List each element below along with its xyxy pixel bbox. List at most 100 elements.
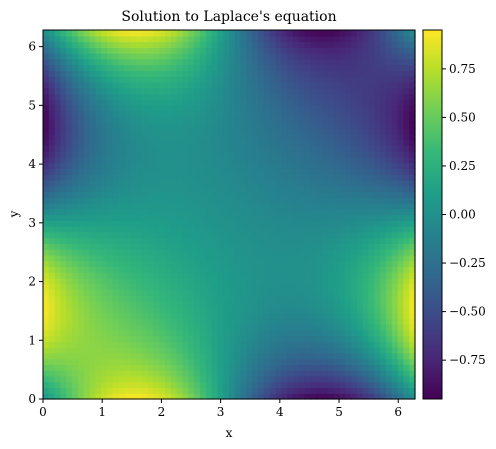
heatmap-cell: [147, 358, 155, 366]
heatmap-cell: [136, 283, 143, 291]
heatmap-cell: [106, 352, 114, 360]
heatmap-cell: [89, 93, 96, 100]
heatmap-cell: [333, 341, 341, 348]
heatmap-cell: [48, 226, 56, 233]
heatmap-cell: [304, 93, 311, 100]
heatmap-cell: [316, 393, 323, 400]
heatmap-cell: [159, 226, 166, 233]
heatmap-cell: [159, 151, 166, 158]
heatmap-cell: [66, 352, 73, 360]
heatmap-cell: [211, 116, 218, 123]
heatmap-cell: [141, 208, 149, 216]
heatmap-cell: [263, 99, 271, 106]
heatmap-cell: [281, 156, 288, 164]
heatmap-cell: [322, 116, 329, 123]
heatmap-cell: [223, 347, 230, 354]
heatmap-cell: [106, 295, 114, 302]
heatmap-cell: [89, 329, 96, 337]
heatmap-cell: [188, 375, 195, 383]
heatmap-cell: [281, 168, 288, 175]
heatmap-cell: [316, 93, 323, 100]
heatmap-cell: [356, 266, 364, 273]
heatmap-cell: [316, 122, 323, 129]
heatmap-cell: [199, 300, 207, 308]
heatmap-cell: [112, 76, 120, 83]
heatmap-cell: [374, 358, 381, 366]
heatmap-cell: [333, 76, 341, 83]
heatmap-cell: [95, 87, 102, 95]
heatmap-cell: [380, 191, 387, 198]
heatmap-cell: [281, 104, 288, 112]
heatmap-cell: [188, 47, 195, 54]
heatmap-cell: [409, 324, 416, 331]
heatmap-cell: [310, 375, 317, 383]
heatmap-cell: [43, 76, 50, 83]
heatmap-cell: [356, 156, 364, 164]
heatmap-cell: [72, 312, 79, 319]
heatmap-cell: [118, 81, 125, 89]
heatmap-cell: [89, 151, 96, 158]
heatmap-cell: [263, 370, 271, 377]
heatmap-cell: [211, 352, 218, 360]
heatmap-cell: [77, 81, 85, 89]
heatmap-cell: [356, 122, 364, 129]
heatmap-cell: [240, 318, 248, 325]
heatmap-cell: [170, 70, 178, 77]
heatmap-cell: [362, 381, 370, 389]
heatmap-cell: [223, 335, 230, 342]
heatmap-cell: [356, 58, 364, 66]
heatmap-cell: [380, 41, 387, 48]
heatmap-cell: [170, 30, 178, 37]
heatmap-cell: [217, 300, 224, 308]
heatmap-cell: [333, 243, 341, 250]
heatmap-cell: [409, 335, 416, 342]
heatmap-cell: [83, 104, 91, 112]
heatmap-cell: [95, 352, 102, 360]
heatmap-cell: [217, 220, 224, 227]
heatmap-cell: [292, 53, 300, 60]
heatmap-cell: [205, 110, 213, 118]
heatmap-cell: [258, 30, 265, 37]
heatmap-cell: [48, 93, 56, 100]
heatmap-cell: [362, 254, 370, 262]
heatmap-cell: [205, 272, 213, 279]
heatmap-cell: [351, 220, 358, 227]
heatmap-cell: [43, 370, 50, 377]
heatmap-cell: [327, 393, 335, 400]
heatmap-cell: [101, 335, 108, 342]
heatmap-cell: [327, 289, 335, 296]
heatmap-cell: [89, 145, 96, 152]
heatmap-cell: [136, 231, 143, 239]
heatmap-cell: [234, 41, 242, 48]
heatmap-cell: [118, 128, 125, 135]
heatmap-cell: [351, 64, 358, 71]
heatmap-cell: [356, 347, 364, 354]
heatmap-cell: [101, 347, 108, 354]
heatmap-cell: [368, 289, 375, 296]
heatmap-cell: [258, 272, 265, 279]
heatmap-cell: [397, 35, 404, 43]
heatmap-cell: [199, 318, 207, 325]
heatmap-cell: [223, 116, 230, 123]
heatmap-cell: [304, 139, 311, 146]
heatmap-cell: [234, 128, 242, 135]
heatmap-cell: [327, 249, 335, 256]
heatmap-cell: [83, 358, 91, 366]
heatmap-cell: [298, 260, 306, 267]
heatmap-cell: [95, 214, 102, 221]
heatmap-cell: [136, 47, 143, 54]
heatmap-cell: [252, 122, 259, 129]
heatmap-cell: [112, 352, 120, 360]
heatmap-cell: [252, 335, 259, 342]
heatmap-cell: [159, 64, 166, 71]
heatmap-cell: [380, 260, 387, 267]
heatmap-cell: [217, 208, 224, 216]
heatmap-cell: [234, 202, 242, 210]
heatmap-cell: [223, 53, 230, 60]
heatmap-cell: [333, 231, 341, 239]
heatmap-cell: [153, 70, 160, 77]
heatmap-cell: [368, 110, 375, 118]
heatmap-cell: [240, 260, 248, 267]
